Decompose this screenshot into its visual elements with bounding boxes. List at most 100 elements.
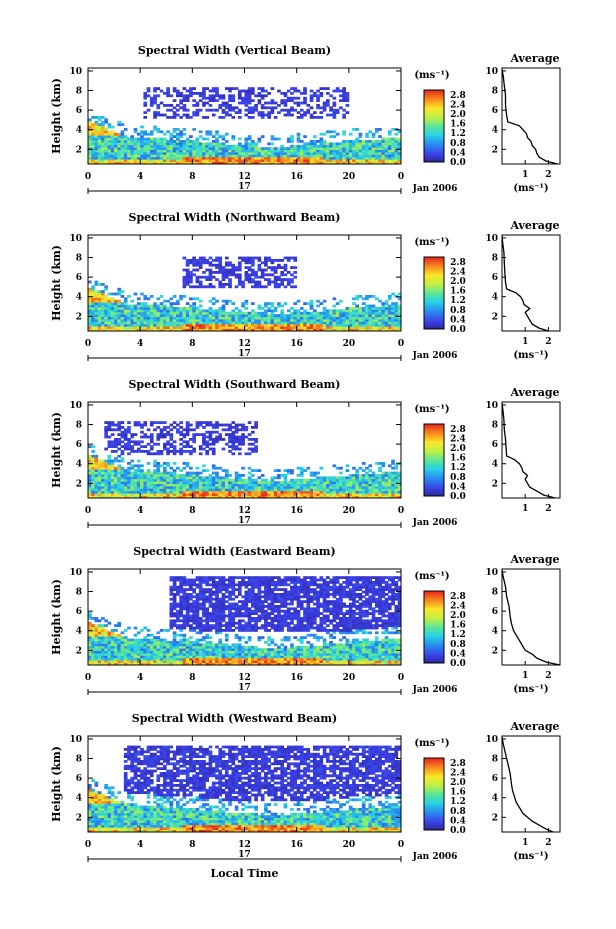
panel-title: Spectral Width (Southward Beam) — [128, 378, 340, 391]
heatmap-cell — [143, 161, 148, 165]
heatmap-cell — [296, 132, 301, 136]
heatmap-cell — [104, 321, 108, 325]
heatmap-cell — [159, 650, 164, 654]
heatmap-cell — [299, 328, 304, 332]
heatmap-cell — [182, 278, 187, 281]
heatmap-cell — [110, 462, 115, 465]
heatmap-cell — [391, 307, 395, 310]
heatmap-cell — [241, 314, 245, 317]
heatmap-cell — [332, 309, 337, 313]
heatmap-cell — [397, 323, 402, 327]
heatmap-cell — [162, 493, 167, 496]
heatmap-cell — [348, 316, 353, 320]
heatmap-cell — [358, 316, 363, 320]
heatmap-cell — [179, 488, 183, 492]
heatmap-cell — [277, 147, 281, 150]
heatmap-cell — [101, 302, 105, 305]
heatmap-cell — [267, 309, 271, 313]
heatmap-cell — [205, 278, 210, 281]
heatmap-cell — [88, 326, 92, 329]
heatmap-cell — [228, 423, 232, 427]
heatmap-cell — [101, 648, 105, 651]
heatmap-cell — [97, 655, 102, 659]
heatmap-cell — [283, 321, 288, 325]
heatmap-cell — [309, 154, 314, 158]
heatmap-cell — [198, 447, 203, 451]
heatmap-cell — [237, 275, 242, 279]
heatmap-cell — [101, 662, 105, 666]
heatmap-cell — [280, 483, 285, 487]
heatmap-cell — [391, 137, 395, 141]
heatmap-cell — [202, 261, 206, 265]
heatmap-cell — [133, 476, 138, 480]
colorbar-units: (ms⁻¹) — [414, 237, 449, 248]
heatmap-cell — [326, 154, 330, 158]
heatmap-cell — [312, 493, 317, 496]
heatmap-cell — [123, 147, 128, 150]
heatmap-cell — [143, 104, 148, 107]
heatmap-cell — [345, 321, 350, 325]
heatmap-cell — [309, 488, 314, 492]
heatmap-cell — [94, 462, 99, 465]
heatmap-cell — [273, 307, 278, 310]
heatmap-cell — [348, 321, 353, 325]
heatmap-cell — [94, 142, 99, 146]
heatmap-cell — [94, 302, 99, 305]
heatmap-cell — [218, 323, 223, 327]
heatmap-cell — [345, 111, 350, 114]
heatmap-cell — [110, 421, 115, 424]
heatmap-cell — [322, 319, 327, 322]
heatmap-cell — [384, 328, 389, 332]
heatmap-cell — [211, 147, 216, 150]
heatmap-cell — [322, 483, 327, 487]
heatmap-cell — [120, 488, 125, 492]
heatmap-cell — [136, 154, 141, 158]
heatmap-cell — [192, 486, 196, 489]
heatmap-cell — [384, 142, 389, 146]
colorbar-segment — [424, 309, 444, 313]
heatmap-cell — [241, 304, 245, 308]
heatmap-cell — [339, 299, 343, 303]
heatmap-cell — [166, 307, 170, 310]
heatmap-cell — [234, 490, 239, 494]
heatmap-cell — [234, 478, 239, 482]
heatmap-cell — [130, 488, 135, 492]
heatmap-cell — [348, 314, 353, 317]
heatmap-cell — [211, 87, 216, 90]
heatmap-cell — [260, 486, 265, 489]
heatmap-cell — [234, 321, 239, 325]
heatmap-cell — [198, 321, 203, 325]
heatmap-cell — [247, 280, 252, 284]
heatmap-cell — [169, 297, 174, 301]
heatmap-cell — [88, 648, 92, 651]
heatmap-cell — [143, 486, 148, 489]
heatmap-cell — [267, 307, 271, 310]
heatmap-cell — [208, 152, 213, 155]
colorbar-tick-label: 1.2 — [450, 463, 466, 473]
heatmap-cell — [215, 490, 219, 494]
heatmap-cell — [378, 149, 382, 153]
heatmap-cell — [387, 137, 392, 141]
heatmap-cell — [120, 452, 125, 456]
heatmap-cell — [257, 285, 262, 289]
heatmap-cell — [290, 161, 294, 165]
heatmap-cell — [286, 259, 291, 262]
heatmap-cell — [146, 653, 151, 656]
heatmap-cell — [133, 464, 138, 468]
heatmap-cell — [319, 154, 324, 158]
heatmap-cell — [117, 152, 121, 155]
heatmap-cell — [374, 481, 379, 484]
heatmap-cell — [342, 147, 346, 150]
heatmap-cell — [94, 137, 99, 141]
heatmap-cell — [391, 316, 395, 320]
heatmap-cell — [345, 481, 350, 484]
heatmap-cell — [215, 256, 219, 260]
heatmap-cell — [224, 316, 229, 320]
heatmap-cell — [260, 106, 265, 110]
heatmap-cell — [218, 435, 223, 439]
heatmap-cell — [205, 275, 210, 279]
heatmap-cell — [352, 302, 356, 305]
heatmap-cell — [215, 476, 219, 480]
heatmap-cell — [387, 304, 392, 308]
heatmap-cell — [244, 275, 249, 279]
